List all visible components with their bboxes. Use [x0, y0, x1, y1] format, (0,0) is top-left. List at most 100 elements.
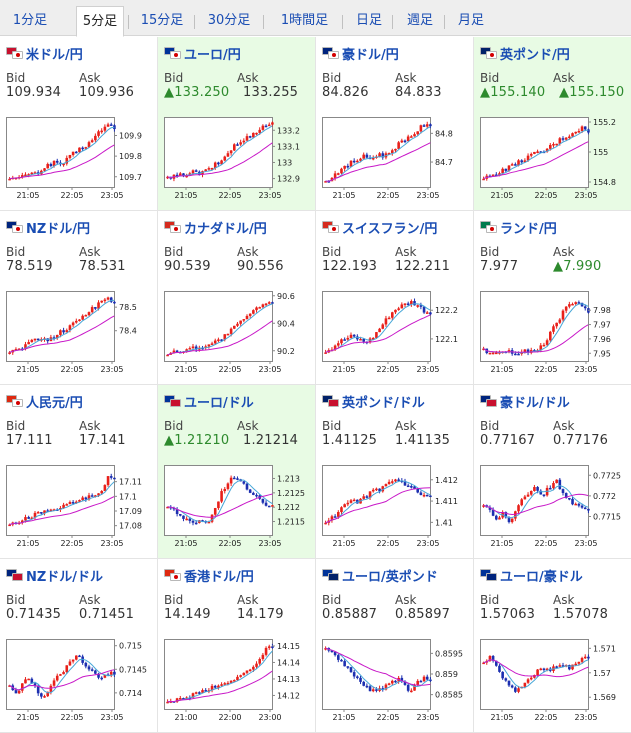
- candle-body: [526, 155, 530, 161]
- pair-name-link[interactable]: 米ドル/円: [26, 47, 83, 63]
- currency-pair-card[interactable]: 豪ドル/ドル Bid Ask 0.77167 0.77176 0.7725 0.7…: [474, 385, 631, 559]
- price-chart[interactable]: 0.715 0.7145 0.714 21:05 22:05 23:05: [6, 639, 151, 725]
- pair-name-link[interactable]: 英ポンド/ドル: [342, 395, 425, 411]
- pair-name-link[interactable]: NZドル/ドル: [26, 569, 104, 585]
- price-chart[interactable]: 1.412 1.411 1.41 21:05 22:05 23:05: [322, 465, 467, 551]
- currency-pair-card[interactable]: NZドル/ドル Bid Ask 0.71435 0.71451 0.715 0.7…: [0, 559, 158, 733]
- currency-pair-card[interactable]: ユーロ/豪ドル Bid Ask 1.57063 1.57078 1.571 1.5…: [474, 559, 631, 733]
- candle-body: [362, 681, 366, 686]
- price-chart[interactable]: 122.2 122.1 21:05 22:05 23:05: [322, 291, 467, 377]
- currency-pair-card[interactable]: 英ポンド/ドル Bid Ask 1.41125 1.41135 1.412 1.4…: [316, 385, 474, 559]
- pair-header: ユーロ/英ポンド: [322, 566, 438, 585]
- pair-name-link[interactable]: スイスフラン/円: [342, 221, 438, 237]
- tab-5min[interactable]: 5分足: [76, 6, 124, 37]
- pair-name-link[interactable]: 英ポンド/円: [500, 47, 570, 63]
- candlestick-chart: 84.8 84.7 21:05 22:05 23:05: [322, 117, 453, 200]
- pair-name-link[interactable]: 豪ドル/円: [342, 47, 399, 63]
- pair-name-link[interactable]: カナダドル/円: [184, 221, 267, 237]
- currency-pair-card[interactable]: ユーロ/ドル Bid Ask ▲1.21210 1.21214 1.213 1.2…: [158, 385, 316, 559]
- candle-body: [65, 665, 69, 673]
- candle-body: [14, 690, 18, 694]
- candle-body: [413, 684, 416, 691]
- currency-pair-card[interactable]: 米ドル/円 Bid Ask 109.934 109.936 109.9 109.8…: [0, 37, 158, 211]
- tab-30min[interactable]: 30分足: [207, 13, 251, 28]
- candle-body: [514, 511, 517, 519]
- tab-1hour[interactable]: 1時間足: [280, 13, 329, 28]
- currency-pair-card[interactable]: 人民元/円 Bid Ask 17.111 17.141 17.11 17.1 17.…: [0, 385, 158, 559]
- currency-pair-card[interactable]: スイスフラン/円 Bid Ask 122.193 122.211 122.2 12…: [316, 211, 474, 385]
- pair-name-link[interactable]: NZドル/円: [26, 221, 91, 237]
- price-chart[interactable]: 155.2 155 154.8 21:05 22:05 23:05: [480, 117, 625, 203]
- candle-body: [261, 125, 265, 130]
- currency-pair-card[interactable]: ランド/円 Bid Ask 7.977 ▲7.990 7.98 7.97 7.96 7…: [474, 211, 631, 385]
- candle-body: [343, 661, 346, 667]
- currency-pair-card[interactable]: カナダドル/円 Bid Ask 90.539 90.556 90.6 90.4 90…: [158, 211, 316, 385]
- currency-pair-card[interactable]: NZドル/円 Bid Ask 78.519 78.531 78.5 78.4 21:…: [0, 211, 158, 385]
- price-chart[interactable]: 84.8 84.7 21:05 22:05 23:05: [322, 117, 467, 203]
- currency-pair-card[interactable]: 香港ドル/円 Bid Ask 14.149 14.179 14.15 14.14 1…: [158, 559, 316, 733]
- tab-15min[interactable]: 15分足: [140, 13, 184, 28]
- currency-pair-card[interactable]: ユーロ/英ポンド Bid Ask 0.85887 0.85897 0.8595 0…: [316, 559, 474, 733]
- y-tick-label: 17.1: [119, 492, 137, 501]
- candle-body: [545, 340, 549, 345]
- candle-body: [510, 685, 514, 688]
- x-tick-label: 22:05: [376, 365, 399, 374]
- candle-body: [178, 173, 182, 176]
- candle-body: [498, 665, 501, 672]
- price-chart[interactable]: 7.98 7.97 7.96 7.95 21:05 22:05 23:05: [480, 291, 625, 377]
- pair-name-link[interactable]: 豪ドル/ドル: [500, 395, 570, 411]
- price-chart[interactable]: 1.571 1.57 1.569 21:05 22:05 23:05: [480, 639, 625, 725]
- tab-weekly[interactable]: 週足: [406, 13, 433, 28]
- price-chart[interactable]: 109.9 109.8 109.7 21:05 22:05 23:05: [6, 117, 151, 203]
- candle-body: [552, 143, 555, 146]
- currency-pair-card[interactable]: ユーロ/円 Bid Ask ▲133.250 133.255 133.2 133.…: [158, 37, 316, 211]
- ask-price: 78.531: [79, 259, 126, 274]
- price-chart[interactable]: 0.7725 0.772 0.7715 21:05 22:05 23:05: [480, 465, 625, 551]
- pair-flags-icon: [480, 46, 498, 60]
- candle-body: [62, 672, 65, 675]
- candlestick-chart: 1.213 1.2125 1.212 1.2115 21:05 22:05 23:05: [164, 465, 305, 548]
- candle-body: [188, 518, 192, 521]
- candle-body: [371, 157, 375, 160]
- bid-label: Bid: [322, 245, 342, 259]
- y-tick-label: 0.8595: [435, 649, 463, 658]
- tab-separator: [128, 15, 129, 29]
- candle-body: [271, 646, 274, 648]
- pair-name-link[interactable]: 人民元/円: [26, 395, 83, 411]
- candle-body: [425, 124, 429, 127]
- candle-body: [264, 303, 268, 306]
- pair-name-link[interactable]: 香港ドル/円: [184, 569, 254, 585]
- pair-flags-icon: [480, 220, 498, 234]
- price-chart[interactable]: 1.213 1.2125 1.212 1.2115 21:05 22:05 23:05: [164, 465, 309, 551]
- pair-name-link[interactable]: ユーロ/円: [184, 47, 241, 63]
- x-tick-label: 23:05: [100, 713, 123, 722]
- candle-body: [526, 494, 530, 497]
- candle-body: [185, 518, 188, 521]
- price-chart[interactable]: 0.8595 0.859 0.8585 21:05 22:05 23:05: [322, 639, 467, 725]
- pair-name-link[interactable]: ユーロ/ドル: [184, 395, 254, 411]
- y-tick-label: 84.8: [435, 129, 453, 138]
- candle-body: [62, 504, 65, 508]
- currency-pair-card[interactable]: 豪ドル/円 Bid Ask 84.826 84.833 84.8 84.7 21:0…: [316, 37, 474, 211]
- price-chart[interactable]: 90.6 90.4 90.2 21:05 22:05 23:05: [164, 291, 309, 377]
- candle-body: [113, 301, 116, 304]
- pair-name-link[interactable]: ランド/円: [500, 221, 557, 237]
- price-chart[interactable]: 133.2 133.1 133 132.9 21:05 22:05 23:05: [164, 117, 309, 203]
- bid-label: Bid: [6, 71, 26, 85]
- candle-body: [81, 147, 84, 150]
- pair-name-link[interactable]: ユーロ/豪ドル: [500, 569, 583, 585]
- candle-body: [352, 334, 356, 337]
- candle-body: [577, 302, 581, 304]
- price-chart[interactable]: 17.11 17.1 17.09 17.08 21:05 22:05 23:05: [6, 465, 151, 551]
- price-chart[interactable]: 78.5 78.4 21:05 22:05 23:05: [6, 291, 151, 377]
- tab-daily[interactable]: 日足: [355, 13, 382, 28]
- candle-body: [494, 660, 498, 666]
- pair-name-link[interactable]: ユーロ/英ポンド: [342, 569, 438, 585]
- tab-monthly[interactable]: 月足: [457, 13, 484, 28]
- y-tick-label: 1.2115: [277, 518, 305, 527]
- currency-pair-card[interactable]: 英ポンド/円 Bid Ask ▲155.140 ▲155.150 155.2 15…: [474, 37, 631, 211]
- short-moving-average-line: [9, 481, 115, 526]
- candle-body: [542, 494, 546, 496]
- tab-1min[interactable]: 1分足: [12, 13, 48, 28]
- price-chart[interactable]: 14.15 14.14 14.13 14.12 21:00 22:00 23:00: [164, 639, 309, 725]
